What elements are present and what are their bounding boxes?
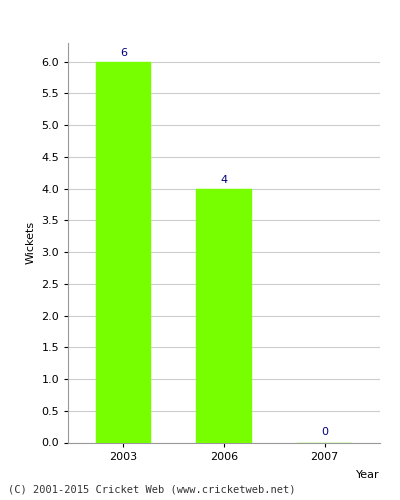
Bar [196, 188, 252, 442]
Text: Year: Year [356, 470, 380, 480]
Text: (C) 2001-2015 Cricket Web (www.cricketweb.net): (C) 2001-2015 Cricket Web (www.cricketwe… [8, 485, 296, 495]
Text: 0: 0 [321, 428, 328, 438]
Y-axis label: Wickets: Wickets [26, 221, 36, 264]
Text: 4: 4 [220, 174, 228, 184]
Text: 6: 6 [120, 48, 127, 58]
Bar [96, 62, 151, 442]
